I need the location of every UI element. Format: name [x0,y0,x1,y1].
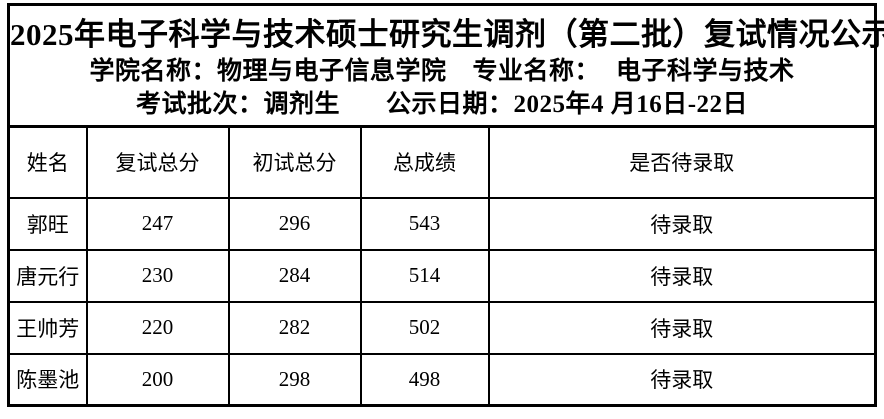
cell-initial-score: 282 [227,300,362,355]
score-table: 姓名 复试总分 初试总分 总成绩 是否待录取 郭旺 247 296 543 待录… [7,125,877,407]
column-header-total-score: 总成绩 [359,125,490,199]
page-title: 2025年电子科学与技术硕士研究生调剂（第二批）复试情况公示 [10,17,884,52]
cell-name: 郭旺 [7,196,88,251]
cell-name: 唐元行 [7,248,88,303]
cell-retest-score: 247 [85,196,230,251]
cell-retest-score: 230 [85,248,230,303]
column-header-name: 姓名 [7,125,88,199]
cell-admission-status: 待录取 [487,248,877,303]
table-row: 郭旺 247 296 543 待录取 [7,196,877,251]
cell-initial-score: 296 [227,196,362,251]
batch-label: 考试批次： [135,91,264,118]
table-row: 陈墨池 200 298 498 待录取 [7,352,877,407]
cell-initial-score: 284 [227,248,362,303]
cell-admission-status: 待录取 [487,196,877,251]
cell-name: 王帅芳 [7,300,88,355]
announcement-header: 2025年电子科学与技术硕士研究生调剂（第二批）复试情况公示 学院名称：物理与电… [7,3,884,125]
column-header-retest-score: 复试总分 [85,125,230,199]
table-row: 唐元行 230 284 514 待录取 [7,248,877,303]
date-label: 公示日期： [385,91,514,118]
column-header-admission-status: 是否待录取 [487,125,877,199]
batch-value: 调剂生 [263,91,340,118]
cell-initial-score: 298 [227,352,362,407]
college-name: 物理与电子信息学院 [216,58,447,85]
date-value: 2025年4 月16日-22日 [513,91,749,118]
batch-date-line: 考试批次：调剂生 公示日期：2025年4 月16日-22日 [10,88,874,121]
column-header-initial-score: 初试总分 [227,125,362,199]
table-row: 王帅芳 220 282 502 待录取 [7,300,877,355]
cell-admission-status: 待录取 [487,300,877,355]
announcement-sheet: 2025年电子科学与技术硕士研究生调剂（第二批）复试情况公示 学院名称：物理与电… [7,3,884,407]
college-label: 学院名称： [89,58,217,85]
cell-total-score: 498 [359,352,490,407]
cell-retest-score: 220 [85,300,230,355]
cell-name: 陈墨池 [7,352,88,407]
cell-total-score: 502 [359,300,490,355]
cell-total-score: 543 [359,196,490,251]
table-header-row: 姓名 复试总分 初试总分 总成绩 是否待录取 [7,125,877,199]
major-label: 专业名称： [472,58,601,85]
major-name: 电子科学与技术 [616,58,795,85]
cell-total-score: 514 [359,248,490,303]
cell-retest-score: 200 [85,352,230,407]
college-major-line: 学院名称：物理与电子信息学院 专业名称： 电子科学与技术 [10,55,874,88]
cell-admission-status: 待录取 [487,352,877,407]
